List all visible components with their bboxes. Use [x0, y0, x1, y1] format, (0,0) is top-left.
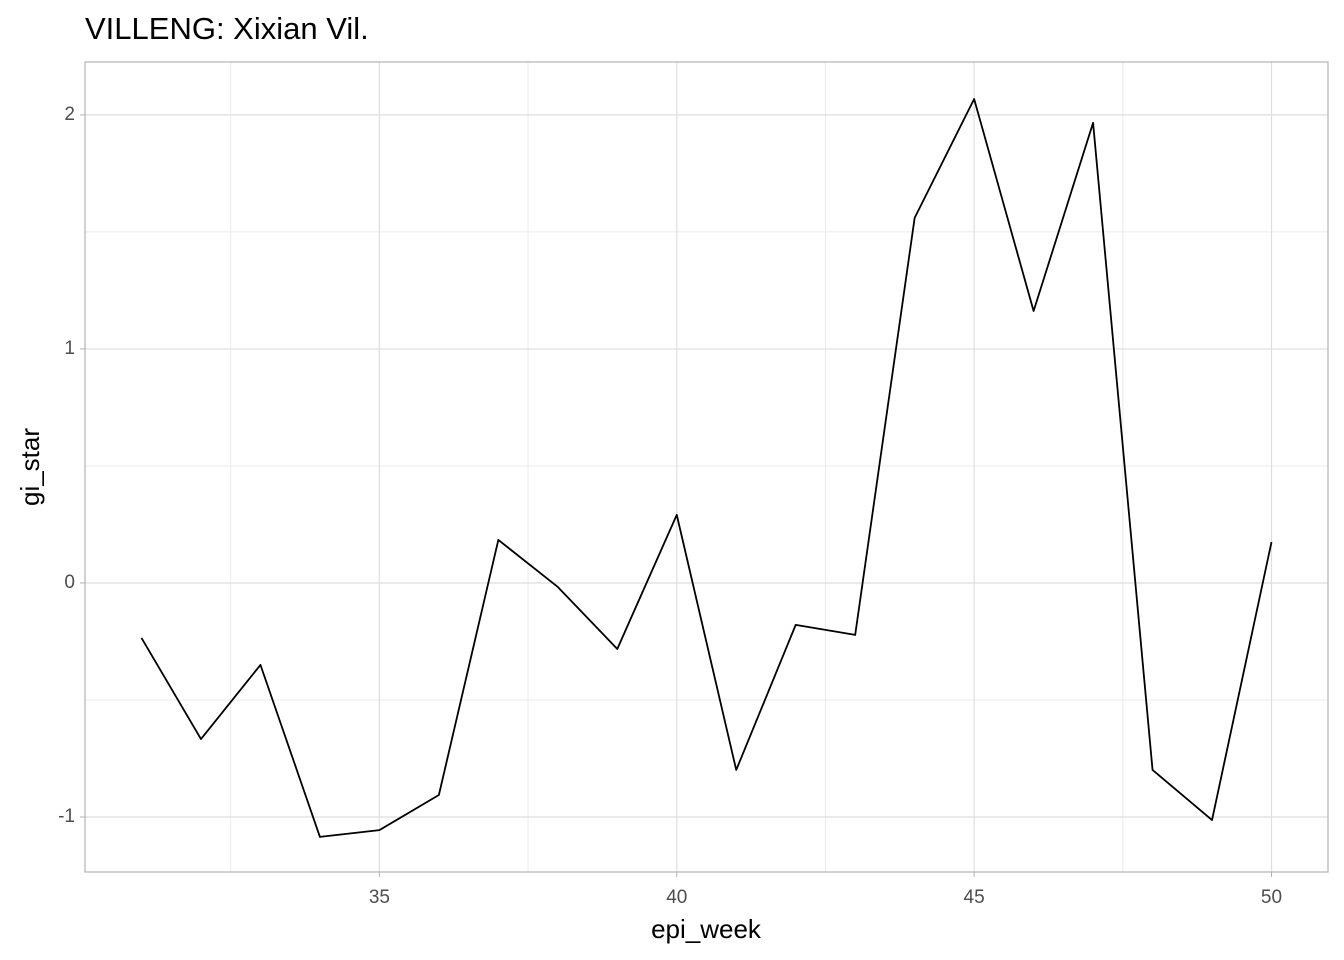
y-tick-label: 2 [64, 104, 75, 125]
y-tick-label: 1 [64, 338, 75, 359]
panel-border [84, 61, 1329, 873]
y-axis-title: gi_star [15, 428, 45, 506]
y-tick-label: -1 [58, 806, 75, 827]
x-tick-label: 50 [1261, 887, 1282, 908]
x-tick-label: 35 [369, 887, 390, 908]
x-tick-label: 40 [666, 887, 687, 908]
chart-title: VILLENG: Xixian Vil. [85, 11, 369, 46]
x-axis-title: epi_week [651, 914, 762, 944]
x-tick-label: 45 [964, 887, 985, 908]
y-tick-label: 0 [64, 572, 75, 593]
data-line [140, 98, 1273, 838]
